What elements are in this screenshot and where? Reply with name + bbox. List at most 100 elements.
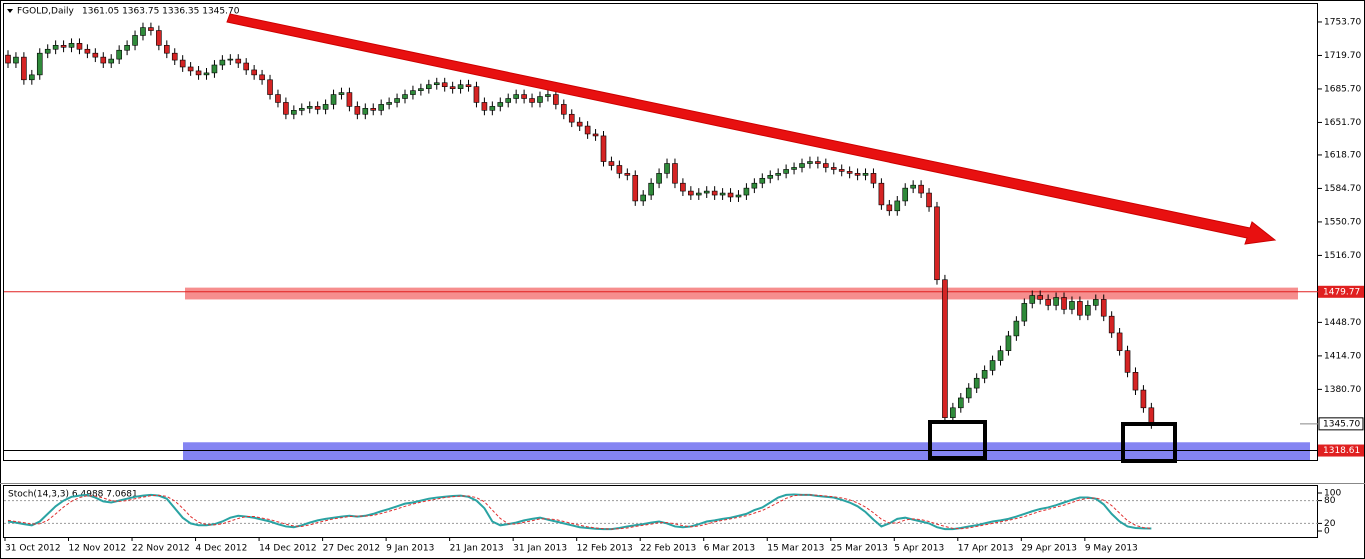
candle-body <box>1108 315 1115 334</box>
candle-body <box>306 106 313 109</box>
candle-body <box>426 84 432 89</box>
x-tick-label: 9 Jan 2013 <box>386 544 434 554</box>
candle-body <box>449 86 456 89</box>
candle-body <box>386 102 392 105</box>
y-tick-label: 1618.70 <box>1324 150 1361 160</box>
candle-body <box>719 192 726 196</box>
x-tick-label: 12 Feb 2013 <box>577 544 633 554</box>
candle-body <box>576 121 583 127</box>
candle-body <box>823 163 829 168</box>
candle-body <box>965 387 972 399</box>
candle-body <box>950 407 956 418</box>
candle-body <box>775 173 781 176</box>
candle-body <box>338 92 345 95</box>
candle-body <box>830 167 837 170</box>
candle-body <box>132 35 138 46</box>
candle-body <box>410 90 416 95</box>
candle-body <box>346 92 353 107</box>
candle-body <box>44 48 51 54</box>
candle-body <box>934 206 940 281</box>
candle-body <box>5 54 11 64</box>
candle-body <box>1029 295 1036 304</box>
x-tick-label: 14 Dec 2012 <box>259 544 317 554</box>
x-tick-label: 17 Apr 2013 <box>958 544 1014 554</box>
y-tick-label: 1448.70 <box>1324 318 1361 328</box>
x-tick-label: 31 Jan 2013 <box>513 544 567 554</box>
x-tick-label: 9 May 2013 <box>1085 544 1138 554</box>
chart-title: FGOLD,Daily <box>17 7 74 17</box>
candle-body <box>378 104 384 111</box>
x-tick-label: 15 Mar 2013 <box>767 544 824 554</box>
candle-body <box>108 58 115 64</box>
candle-body <box>632 175 639 202</box>
x-tick-label: 5 Apr 2013 <box>894 544 944 554</box>
menu-marker <box>7 9 13 13</box>
zone <box>185 287 1298 300</box>
candle-body <box>870 173 877 184</box>
candle-body <box>195 70 202 76</box>
candle-body <box>521 94 527 99</box>
candle-body <box>624 173 631 176</box>
candle-body <box>116 49 122 60</box>
candle-body <box>36 52 43 76</box>
candle-body <box>648 182 654 196</box>
highlight-box <box>928 420 987 460</box>
candle-body <box>298 108 305 111</box>
candle-body <box>703 190 710 194</box>
candle-body <box>680 182 686 192</box>
candle-body <box>783 169 789 174</box>
candle-body <box>457 84 464 89</box>
x-tick-label: 25 Mar 2013 <box>831 544 888 554</box>
candle-body <box>322 104 329 110</box>
candle-body <box>815 161 821 164</box>
candle-body <box>656 173 662 184</box>
zone <box>183 442 1310 460</box>
candle-body <box>402 94 408 99</box>
candle-body <box>854 173 861 176</box>
y-tick-label: 1753.70 <box>1324 17 1361 27</box>
candle-body <box>68 43 75 48</box>
main-panel <box>3 3 1318 461</box>
candle-body <box>791 167 797 170</box>
candle-body <box>291 110 297 115</box>
candle-body <box>878 182 885 206</box>
candle-body <box>973 377 980 389</box>
candle-body <box>1148 407 1155 425</box>
candle-body <box>688 190 694 196</box>
stoch-y-tick-label: 0 <box>1324 527 1330 537</box>
stoch-panel <box>3 485 1318 538</box>
candle-body <box>235 58 242 64</box>
candle-body <box>695 192 702 196</box>
y-tick-label: 1414.70 <box>1324 351 1361 361</box>
candle-body <box>957 397 964 409</box>
candle-body <box>21 56 27 81</box>
trend-arrow <box>226 13 1277 245</box>
candle-body <box>283 102 289 115</box>
x-tick-label: 31 Oct 2012 <box>5 544 61 554</box>
candle-body <box>751 182 758 189</box>
candle-body <box>711 190 718 196</box>
candle-body <box>314 106 321 110</box>
x-tick-label: 22 Feb 2013 <box>640 544 696 554</box>
y-tick-label: 1685.70 <box>1324 84 1361 94</box>
candle-body <box>124 45 130 51</box>
candle-body <box>1045 299 1051 306</box>
level-flag <box>1318 444 1364 457</box>
x-tick-label: 12 Nov 2012 <box>69 544 127 554</box>
x-tick-label: 6 Mar 2013 <box>704 544 755 554</box>
y-tick-label: 1651.70 <box>1324 118 1361 128</box>
stoch-line <box>7 494 1152 530</box>
candle-body <box>1069 301 1075 310</box>
candle-body <box>1140 389 1147 409</box>
candle-body <box>1037 295 1043 300</box>
candle-body <box>148 27 154 31</box>
candle-body <box>179 59 186 68</box>
candle-body <box>807 161 813 164</box>
candle-body <box>243 62 249 71</box>
highlight-box <box>1121 422 1177 463</box>
candle-body <box>608 161 615 166</box>
x-tick-label: 29 Apr 2013 <box>1021 544 1077 554</box>
candle-body <box>735 194 742 198</box>
candle-body <box>13 56 19 64</box>
